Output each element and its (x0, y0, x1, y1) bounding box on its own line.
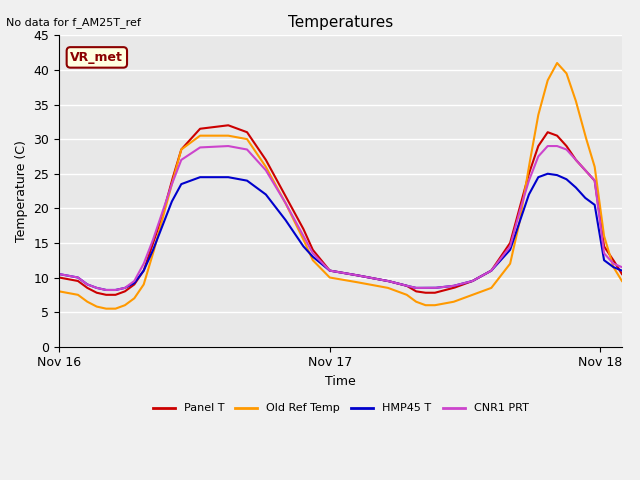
Title: Temperatures: Temperatures (288, 15, 393, 30)
Y-axis label: Temperature (C): Temperature (C) (15, 140, 28, 242)
X-axis label: Time: Time (325, 375, 356, 388)
Text: VR_met: VR_met (70, 51, 124, 64)
Legend: Panel T, Old Ref Temp, HMP45 T, CNR1 PRT: Panel T, Old Ref Temp, HMP45 T, CNR1 PRT (148, 399, 533, 418)
Text: No data for f_AM25T_ref: No data for f_AM25T_ref (6, 17, 141, 28)
